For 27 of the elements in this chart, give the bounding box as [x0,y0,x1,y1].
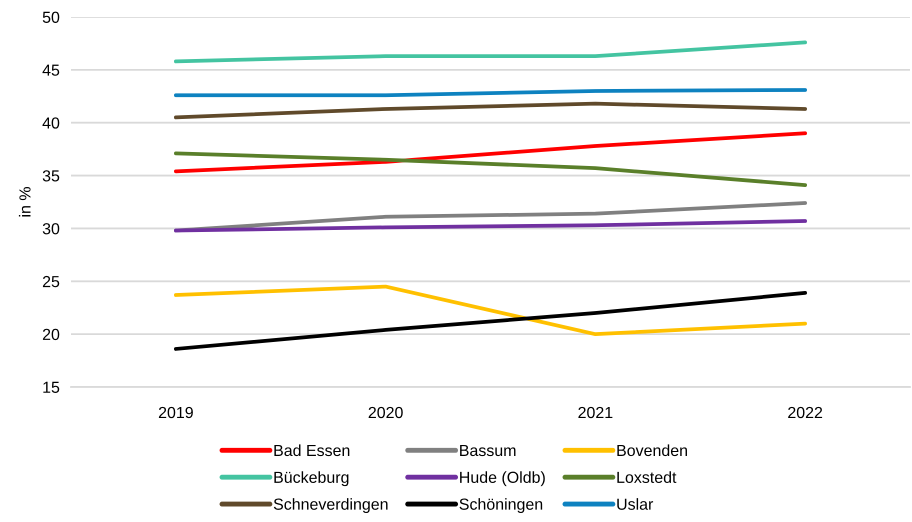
x-tick-label: 2022 [788,406,822,418]
y-tick-label: 30 [42,223,60,234]
y-axis-title: in % [18,187,31,216]
y-tick-label: 40 [42,117,60,129]
line-series [174,284,807,336]
legend-label: Bad Essen [274,444,350,456]
y-tick-label: 20 [42,328,60,340]
x-tick-label: 2020 [368,406,403,418]
y-tick-label: 45 [42,64,60,76]
line-series [174,219,807,232]
x-tick-label: 2021 [578,406,612,418]
legend-label: Schöningen [460,498,542,513]
legend-label: Schneverdingen [274,498,388,513]
legend-label: Bovenden [617,444,687,456]
y-tick-label: 35 [42,170,60,182]
legend-label: Bassum [460,444,516,456]
legend-label: Hude (Oldb) [460,471,545,486]
line-series [174,291,807,351]
legend-label: Uslar [617,498,654,510]
line-series [174,151,807,187]
y-tick-label: 15 [43,382,60,393]
line-series [174,131,807,174]
y-tick-label: 50 [42,12,60,23]
legend-label: Bückeburg [274,471,348,486]
legend-label: Loxstedt [617,471,676,483]
y-tick-label: 25 [42,276,60,288]
x-tick-label: 2019 [158,406,193,418]
